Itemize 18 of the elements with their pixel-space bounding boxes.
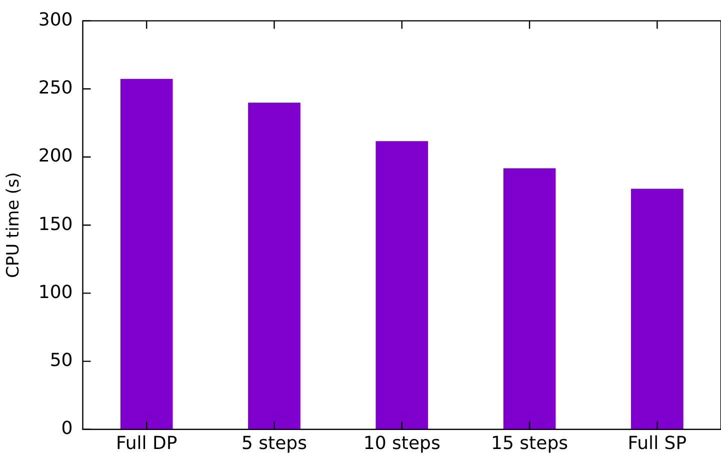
bar	[248, 102, 300, 430]
x-tick-label: Full DP	[116, 432, 178, 454]
y-axis-title: CPU time (s)	[4, 172, 24, 278]
bar	[631, 188, 684, 430]
y-tick-label: 200	[38, 146, 73, 167]
y-tick-label: 150	[38, 214, 73, 235]
bar	[120, 78, 173, 430]
bar	[376, 141, 428, 430]
y-tick-label: 100	[38, 282, 73, 303]
x-tick-label: Full SP	[628, 432, 687, 454]
x-tick-label: 15 steps	[491, 432, 568, 454]
y-tick-label: 300	[38, 9, 73, 30]
x-tick-label: 5 steps	[241, 432, 307, 454]
y-tick-label: 50	[50, 350, 73, 371]
x-tick-label: 10 steps	[363, 432, 440, 454]
y-tick-label: 0	[61, 418, 73, 440]
bar	[503, 168, 556, 430]
y-tick-label: 250	[38, 78, 73, 99]
